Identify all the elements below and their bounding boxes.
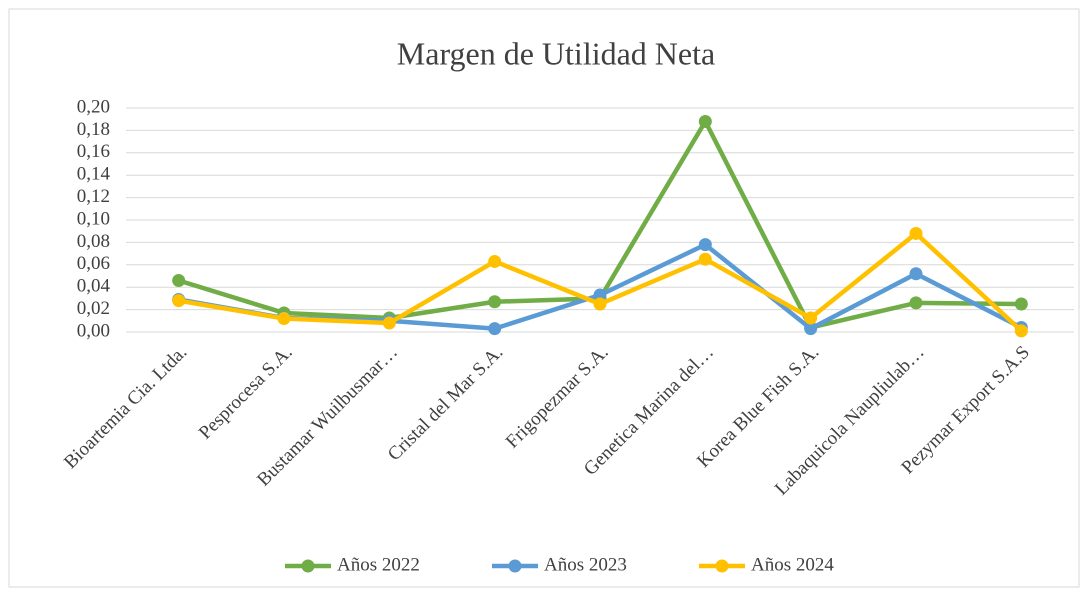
point [277,312,291,326]
point [593,297,607,311]
y-tick-label: 0,02 [77,298,110,319]
y-tick-label: 0,08 [77,231,110,252]
y-tick-label: 0,04 [77,276,111,297]
legend-label: Años 2022 [337,554,420,575]
point [909,267,923,281]
point [593,288,607,302]
y-tick-label: 0,16 [77,141,110,162]
point [698,238,712,252]
point [172,273,186,287]
point [488,254,502,268]
y-tick-label: 0,06 [77,253,110,274]
y-tick-label: 0,12 [77,186,110,207]
y-tick-label: 0,18 [77,119,110,140]
legend-marker [715,559,729,573]
point [909,226,923,240]
legend-label: Años 2023 [544,554,627,575]
y-tick-label: 0,00 [77,320,110,341]
point [1014,324,1028,338]
point [488,295,502,309]
point [804,311,818,325]
point [698,114,712,128]
point [488,322,502,336]
point [382,316,396,330]
point [172,294,186,308]
y-tick-label: 0,20 [77,96,110,117]
legend-marker [301,559,315,573]
chart-title: Margen de Utilidad Neta [397,35,715,71]
point [1014,297,1028,311]
y-tick-label: 0,14 [77,164,111,185]
legend-label: Años 2024 [751,554,834,575]
y-tick-label: 0,10 [77,208,110,229]
point [698,252,712,266]
point [804,322,818,336]
point [909,296,923,310]
legend-marker [508,559,522,573]
